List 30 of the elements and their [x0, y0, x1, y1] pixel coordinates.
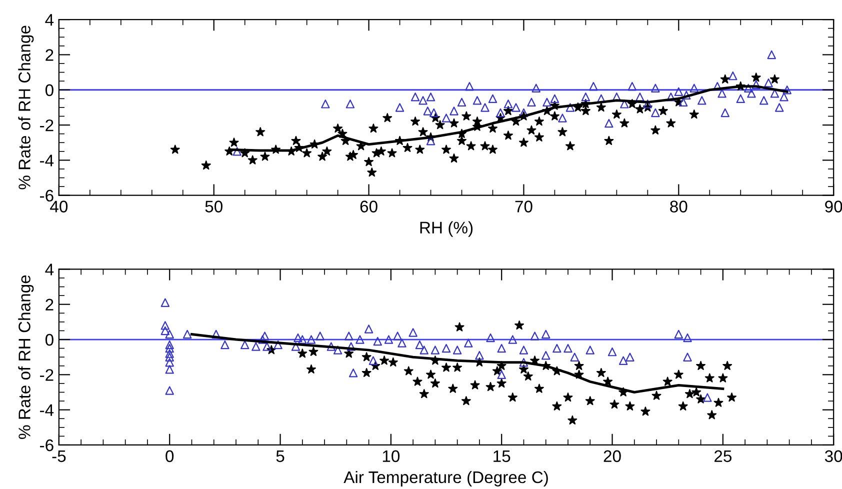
x-tick-label: 20 — [604, 450, 621, 462]
y-tick-label: 2 — [46, 49, 54, 61]
y-tick-label: -2 — [40, 119, 54, 132]
y-tick-label: 0 — [45, 84, 54, 96]
x-tick-label: 5 — [276, 450, 284, 462]
y-tick-label: 4 — [45, 14, 54, 26]
x-tick-label: 30 — [824, 450, 842, 462]
y-tick-label: -6 — [40, 190, 54, 202]
x-tick-label: 50 — [205, 200, 222, 212]
x-tick-label: 0 — [166, 450, 174, 462]
y-tick-label: -6 — [40, 439, 54, 452]
x-tick-label: 10 — [382, 450, 400, 462]
y-tick-label: 2 — [46, 298, 54, 310]
x-tick-label: 40 — [50, 200, 68, 212]
y-tick-label: 4 — [45, 264, 54, 276]
x-axis-title: Air Temperature (Degree C) — [344, 470, 548, 486]
x-tick-label: 60 — [360, 200, 378, 212]
y-tick-label: -2 — [40, 369, 54, 381]
x-tick-label: 80 — [670, 200, 688, 212]
x-axis-title: RH (%) — [420, 221, 473, 237]
x-tick-label: 25 — [714, 450, 732, 462]
x-tick-label: 15 — [494, 450, 510, 462]
y-tick-label: -4 — [40, 404, 54, 416]
x-tick-label: 70 — [515, 200, 532, 212]
x-tick-label: -5 — [52, 450, 66, 462]
y-axis-title: % Rate of RH Change — [18, 275, 34, 439]
x-tick-label: 90 — [825, 200, 842, 212]
y-axis-title: % Rate of RH Change — [18, 26, 34, 190]
y-tick-label: 0 — [45, 334, 54, 346]
y-tick-label: -4 — [40, 154, 54, 166]
